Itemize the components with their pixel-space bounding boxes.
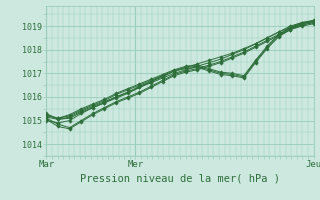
X-axis label: Pression niveau de la mer( hPa ): Pression niveau de la mer( hPa )	[80, 173, 280, 183]
